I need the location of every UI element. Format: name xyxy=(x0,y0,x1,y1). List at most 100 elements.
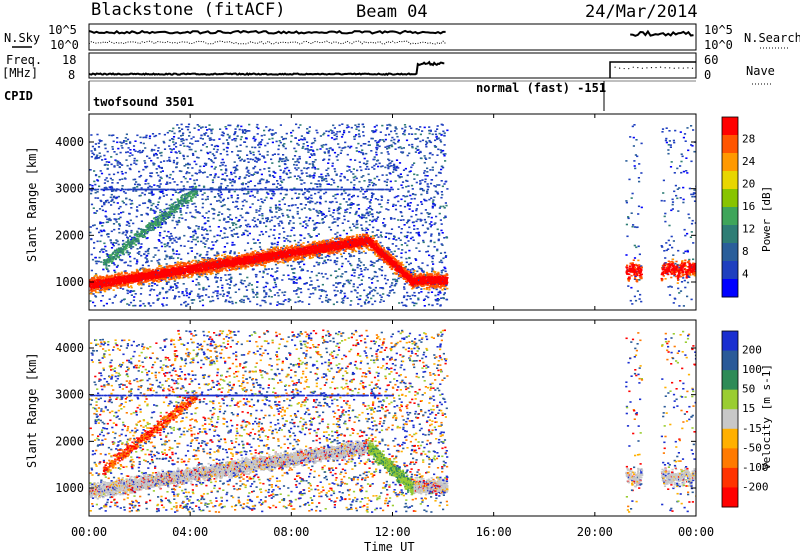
data-cell xyxy=(214,196,217,198)
data-cell xyxy=(255,126,258,128)
data-cell xyxy=(214,157,217,159)
data-cell xyxy=(134,275,137,278)
data-cell xyxy=(265,293,268,296)
data-cell xyxy=(264,301,267,304)
data-cell xyxy=(217,252,220,255)
data-cell xyxy=(210,261,213,264)
data-cell xyxy=(203,260,206,263)
data-cell xyxy=(204,271,207,274)
data-cell xyxy=(164,278,167,280)
data-cell xyxy=(154,227,157,229)
data-cell xyxy=(171,219,174,222)
data-cell xyxy=(90,156,93,158)
data-cell xyxy=(122,248,125,250)
data-cell xyxy=(260,198,263,200)
data-cell xyxy=(179,273,182,276)
data-cell xyxy=(196,266,199,269)
data-cell xyxy=(249,206,252,209)
data-cell xyxy=(188,227,191,230)
data-cell xyxy=(221,237,224,239)
data-cell xyxy=(245,193,248,195)
data-cell xyxy=(239,159,242,162)
data-cell xyxy=(136,261,139,263)
data-cell xyxy=(195,192,199,194)
data-cell xyxy=(253,253,256,255)
data-cell xyxy=(256,286,259,288)
data-cell xyxy=(247,284,250,287)
data-cell xyxy=(226,133,229,136)
data-cell xyxy=(157,188,160,191)
data-cell xyxy=(210,190,213,193)
data-cell xyxy=(127,240,130,242)
data-cell xyxy=(228,287,231,289)
data-cell xyxy=(124,261,127,264)
data-cell xyxy=(234,257,237,259)
data-cell xyxy=(108,283,111,286)
data-cell xyxy=(97,157,101,159)
data-cell xyxy=(264,161,267,163)
data-cell xyxy=(199,295,202,298)
data-cell xyxy=(114,294,117,297)
nave-point xyxy=(669,67,671,69)
data-cell xyxy=(122,141,125,144)
data-cell xyxy=(158,180,161,182)
data-cell xyxy=(230,276,233,279)
data-cell xyxy=(171,210,174,213)
data-cell xyxy=(250,265,253,267)
data-cell xyxy=(239,300,242,302)
data-cell xyxy=(243,141,247,143)
data-cell xyxy=(129,279,132,282)
data-cell xyxy=(105,221,108,224)
data-cell xyxy=(166,290,169,293)
data-cell xyxy=(188,172,191,174)
data-cell xyxy=(97,288,100,290)
data-cell xyxy=(190,148,193,151)
data-cell xyxy=(186,199,189,202)
data-cell xyxy=(246,254,249,256)
data-cell xyxy=(176,286,179,289)
nave-point xyxy=(641,67,643,69)
data-cell xyxy=(148,198,151,201)
data-cell xyxy=(158,258,161,261)
data-cell xyxy=(261,264,265,266)
data-cell xyxy=(212,262,215,264)
data-cell xyxy=(197,225,200,228)
data-cell xyxy=(259,256,262,258)
data-cell xyxy=(156,277,159,279)
data-cell xyxy=(148,285,151,287)
data-cell xyxy=(171,205,174,208)
data-cell xyxy=(215,144,218,147)
data-cell xyxy=(142,277,145,279)
data-cell xyxy=(162,297,165,299)
data-cell xyxy=(262,178,265,181)
data-cell xyxy=(123,277,126,279)
data-cell xyxy=(194,259,197,262)
data-cell xyxy=(178,150,181,153)
data-cell xyxy=(109,177,112,180)
data-cell xyxy=(173,280,176,282)
data-cell xyxy=(212,267,215,270)
data-cell xyxy=(128,155,131,157)
data-cell xyxy=(139,279,142,281)
data-cell xyxy=(168,204,171,207)
data-cell xyxy=(140,283,144,286)
data-cell xyxy=(104,245,107,248)
data-cell xyxy=(106,218,109,221)
data-cell xyxy=(161,210,164,213)
data-cell xyxy=(152,302,155,304)
data-cell xyxy=(125,203,128,206)
data-cell xyxy=(175,287,178,290)
data-cell xyxy=(245,264,248,267)
data-cell xyxy=(111,179,114,181)
data-cell xyxy=(160,279,163,281)
data-cell xyxy=(188,135,191,137)
data-cell xyxy=(171,242,174,244)
data-cell xyxy=(93,241,96,244)
data-cell xyxy=(259,143,263,146)
data-cell xyxy=(111,260,114,263)
data-cell xyxy=(114,249,117,252)
data-cell xyxy=(170,206,173,208)
data-cell xyxy=(112,188,116,191)
data-cell xyxy=(102,284,105,286)
data-cell xyxy=(110,274,113,277)
